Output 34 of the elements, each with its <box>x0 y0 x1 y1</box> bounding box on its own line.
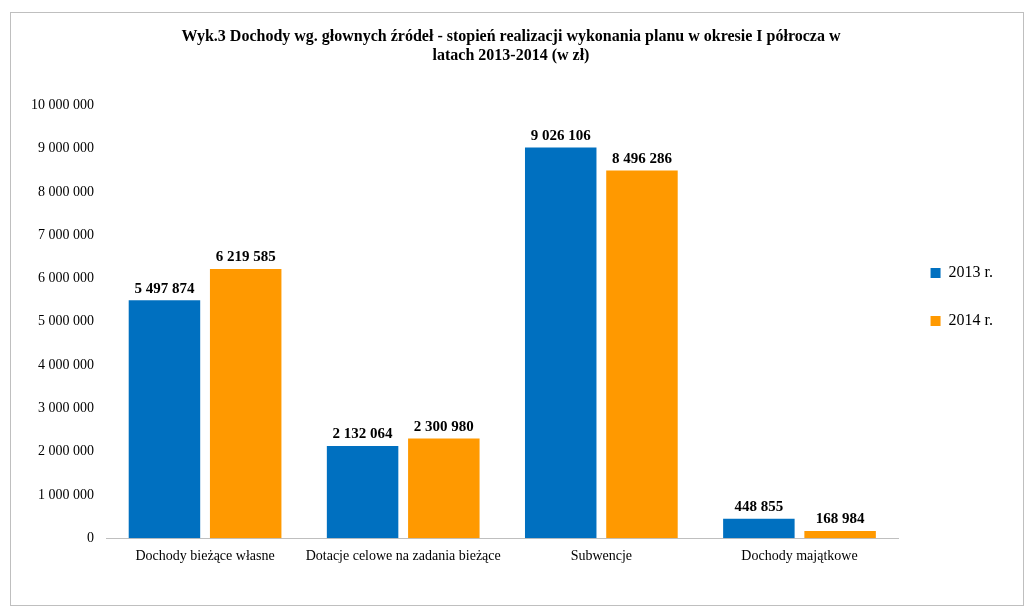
data-label: 8 496 286 <box>611 149 673 166</box>
legend-label: 2014 r. <box>948 311 994 329</box>
data-label: 448 855 <box>734 498 784 515</box>
x-tick-label: Dotacje celowe na zadania bieżące <box>305 548 501 564</box>
y-tick-label: 9 000 000 <box>38 140 94 156</box>
y-tick-label: 2 000 000 <box>38 443 94 459</box>
x-tick-label: Dochody majątkowe <box>741 548 858 564</box>
y-tick-label: 4 000 000 <box>38 356 94 372</box>
y-tick-label: 10 000 000 <box>31 97 94 113</box>
data-label: 5 497 874 <box>134 279 195 296</box>
data-label: 6 219 585 <box>215 248 276 265</box>
data-label: 168 984 <box>815 510 865 527</box>
chart-title: Wyk.3 Dochody wg. głownych źródeł - stopień realizacji wykonania planu w okresie I półrocza w latach 2013-2014 (w zł) <box>181 26 841 64</box>
y-tick-label: 3 000 000 <box>38 400 94 416</box>
bar <box>804 530 876 539</box>
bar <box>723 518 795 539</box>
bar <box>524 147 597 539</box>
y-tick-label: 8 000 000 <box>38 183 94 199</box>
y-tick-label: 7 000 000 <box>38 226 94 242</box>
legend-label: 2013 r. <box>948 263 994 281</box>
bar <box>408 438 480 539</box>
y-tick-label: 1 000 000 <box>38 486 94 502</box>
data-label: 2 300 980 <box>413 417 474 434</box>
x-tick-label: Dochody bieżące własne <box>135 548 275 564</box>
x-tick-label: Subwencje <box>570 548 633 564</box>
bar <box>209 269 282 539</box>
bar <box>606 170 678 539</box>
y-tick-label: 0 <box>87 529 94 545</box>
data-label: 2 132 064 <box>332 425 394 442</box>
y-tick-label: 6 000 000 <box>38 270 94 286</box>
y-tick-label: 5 000 000 <box>38 313 94 329</box>
bar <box>326 445 399 539</box>
data-label: 9 026 106 <box>530 126 592 143</box>
bar <box>128 300 201 539</box>
